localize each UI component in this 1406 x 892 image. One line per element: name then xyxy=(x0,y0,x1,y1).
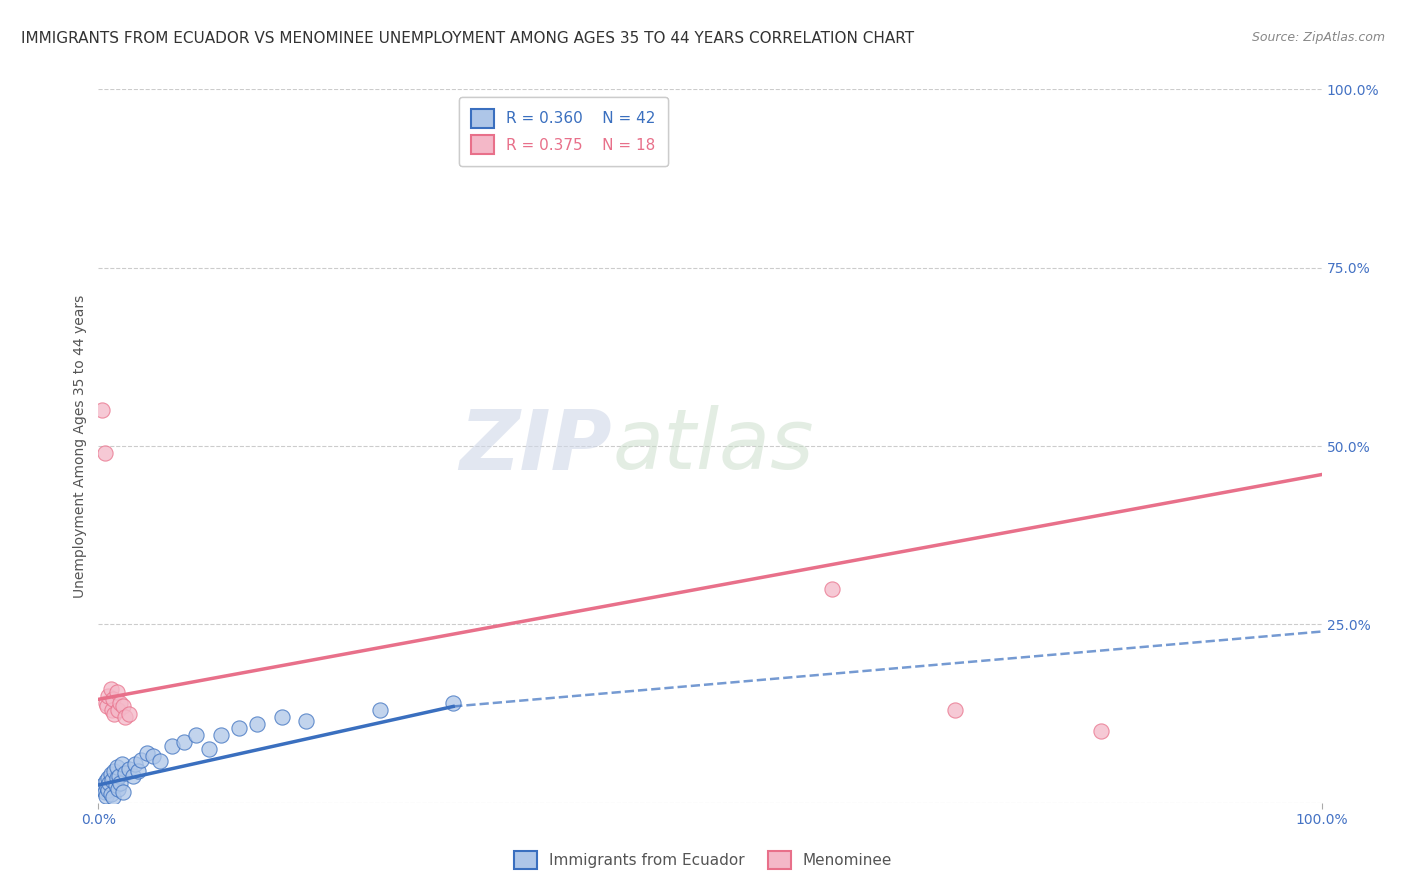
Point xyxy=(107,781,129,796)
Point xyxy=(368,703,391,717)
Point xyxy=(104,778,127,792)
Point xyxy=(101,703,124,717)
Point xyxy=(197,742,219,756)
Point xyxy=(441,696,464,710)
Point xyxy=(114,710,136,724)
Point xyxy=(93,446,115,460)
Legend: Immigrants from Ecuador, Menominee: Immigrants from Ecuador, Menominee xyxy=(508,845,898,875)
Point xyxy=(136,746,159,760)
Point xyxy=(186,728,208,742)
Point xyxy=(97,783,120,797)
Point xyxy=(101,790,124,805)
Point xyxy=(100,681,122,696)
Point xyxy=(110,696,132,710)
Point xyxy=(124,756,146,771)
Point xyxy=(142,749,165,764)
Point xyxy=(105,760,128,774)
Point xyxy=(121,769,143,783)
Legend: R = 0.360    N = 42, R = 0.375    N = 18: R = 0.360 N = 42, R = 0.375 N = 18 xyxy=(458,97,668,166)
Point xyxy=(118,762,141,776)
Point xyxy=(111,756,134,771)
Point xyxy=(108,769,131,783)
Point xyxy=(103,706,125,721)
Point xyxy=(111,785,134,799)
Point xyxy=(129,753,152,767)
Text: ZIP: ZIP xyxy=(460,406,612,486)
Point xyxy=(101,772,124,787)
Point xyxy=(118,706,141,721)
Point xyxy=(91,778,114,792)
Point xyxy=(111,699,134,714)
Point xyxy=(107,703,129,717)
Point xyxy=(114,765,136,780)
Text: atlas: atlas xyxy=(612,406,814,486)
Text: IMMIGRANTS FROM ECUADOR VS MENOMINEE UNEMPLOYMENT AMONG AGES 35 TO 44 YEARS CORR: IMMIGRANTS FROM ECUADOR VS MENOMINEE UNE… xyxy=(21,31,914,46)
Point xyxy=(295,714,318,728)
Point xyxy=(97,771,120,785)
Point xyxy=(91,403,114,417)
Point xyxy=(100,787,122,801)
Point xyxy=(160,739,183,753)
Point xyxy=(173,735,195,749)
Point xyxy=(97,689,120,703)
Point xyxy=(93,785,115,799)
Point xyxy=(127,764,149,778)
Point xyxy=(94,774,117,789)
Point xyxy=(228,721,250,735)
Point xyxy=(94,789,117,803)
Y-axis label: Unemployment Among Ages 35 to 44 years: Unemployment Among Ages 35 to 44 years xyxy=(73,294,87,598)
Point xyxy=(209,728,232,742)
Point xyxy=(101,692,124,706)
Point xyxy=(96,780,118,794)
Point xyxy=(149,755,172,769)
Point xyxy=(105,685,128,699)
Point xyxy=(103,764,125,778)
Point xyxy=(1090,724,1112,739)
Point xyxy=(270,710,294,724)
Point xyxy=(94,696,117,710)
Point xyxy=(246,717,269,731)
Point xyxy=(100,767,122,781)
Point xyxy=(821,582,844,596)
Point xyxy=(105,771,128,785)
Point xyxy=(96,699,118,714)
Point xyxy=(91,781,114,796)
Point xyxy=(110,776,132,790)
Point xyxy=(98,776,121,790)
Text: Source: ZipAtlas.com: Source: ZipAtlas.com xyxy=(1251,31,1385,45)
Point xyxy=(943,703,966,717)
